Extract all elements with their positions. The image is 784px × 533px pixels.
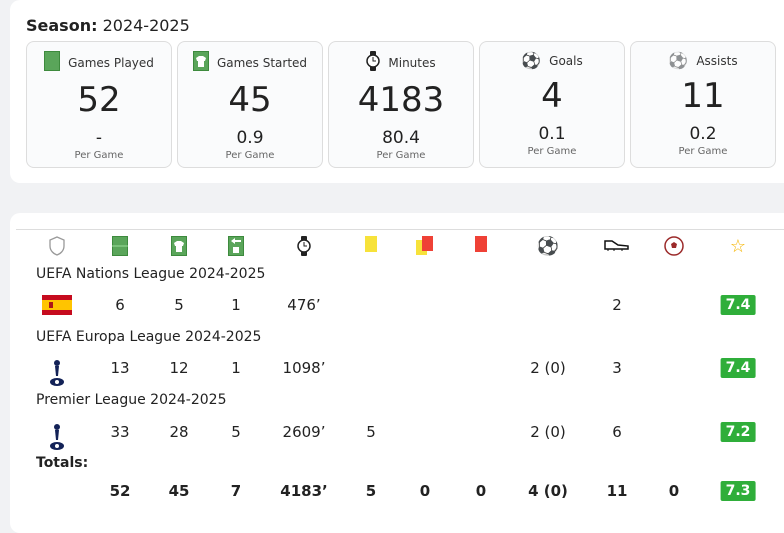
competition-name[interactable]: UEFA Europa League 2024-2025 (36, 329, 262, 345)
rating-badge: 7.4 (720, 358, 756, 378)
stat-cell-assists: 6 (612, 423, 622, 441)
total-red: 0 (475, 482, 487, 500)
stat-value: 52 (77, 80, 121, 120)
total-yellow: 5 (365, 482, 377, 500)
stat-cell-started: 12 (169, 359, 189, 377)
stat-cell-played: 6 (115, 296, 125, 314)
shirt-pitch-icon (192, 51, 209, 74)
stat-per-game: - (95, 128, 103, 148)
stat-cell-goals: 2 (0) (530, 423, 566, 441)
pitch-icon (112, 236, 128, 256)
pitch-icon (44, 51, 61, 74)
substitution-icon (228, 236, 244, 256)
goal-ball-icon: ⚽ (536, 236, 560, 257)
competition-name[interactable]: UEFA Nations League 2024-2025 (36, 266, 266, 282)
per-game-label: Per Game (74, 150, 124, 161)
stat-cell-played: 33 (110, 423, 130, 441)
watch-icon (297, 236, 311, 256)
stat-value: 4 (541, 76, 563, 116)
ball-icon: ⚽ (521, 51, 542, 70)
stat-cell-subbed-in: 1 (231, 359, 241, 377)
competition-stats-panel (10, 213, 784, 533)
competition-name[interactable]: Premier League 2024-2025 (36, 392, 227, 408)
stat-per-game: 0.9 (236, 128, 264, 148)
stat-cell-subbed-in: 5 (231, 423, 241, 441)
stat-cell-minutes: 2609’ (282, 423, 326, 441)
stat-cell-assists: 2 (612, 296, 622, 314)
total-goals: 4 (0) (528, 482, 568, 500)
stat-cell-goals: 2 (0) (530, 359, 566, 377)
stat-cell-minutes: 476’ (287, 296, 321, 314)
watch-icon (366, 51, 381, 74)
stat-title: Assists (696, 53, 738, 68)
stat-cell-started: 28 (169, 423, 189, 441)
shield-icon (49, 236, 65, 256)
spain-flag (42, 295, 72, 319)
stat-title: Games Played (68, 55, 154, 70)
stat-cell-yellow: 5 (366, 423, 376, 441)
stat-title: Goals (549, 53, 583, 68)
stat-value: 11 (681, 76, 725, 116)
stat-card-minutes: Minutes 4183 80.4 Per Game (328, 41, 474, 168)
rating-star-icon: ☆ (729, 236, 747, 257)
stat-cell-started: 5 (174, 296, 184, 314)
stat-per-game: 80.4 (382, 128, 420, 148)
stat-card-goals: ⚽ Goals 4 0.1 Per Game (479, 41, 625, 168)
stat-title: Minutes (388, 55, 436, 70)
boot-icon (604, 240, 629, 251)
total-minutes: 4183’ (280, 482, 328, 500)
red-card-icon (475, 236, 487, 252)
per-game-label: Per Game (527, 146, 577, 157)
per-game-label: Per Game (225, 150, 275, 161)
assist-ball-icon: ⚽ (668, 51, 689, 70)
stat-cell-subbed-in: 1 (231, 296, 241, 314)
rating-badge: 7.2 (720, 422, 756, 442)
stat-value: 45 (228, 80, 272, 120)
per-game-label: Per Game (376, 150, 426, 161)
tottenham-crest (49, 358, 65, 392)
stat-card-assists: ⚽ Assists 11 0.2 Per Game (630, 41, 776, 168)
own-goal-ball-icon (664, 236, 684, 256)
total-played: 52 (109, 482, 131, 500)
stat-per-game: 0.2 (689, 124, 717, 144)
stat-title: Games Started (216, 55, 308, 70)
divider (16, 229, 784, 230)
stat-cell-assists: 3 (612, 359, 622, 377)
total-own-goals: 0 (668, 482, 680, 500)
stat-card-games-played: Games Played 52 - Per Game (26, 41, 172, 168)
second-yellow-card-icon (416, 236, 433, 255)
stat-cell-minutes: 1098’ (282, 359, 326, 377)
totals-label: Totals: (36, 455, 89, 471)
stat-cell-played: 13 (110, 359, 130, 377)
rating-badge: 7.4 (720, 295, 756, 315)
stat-value: 4183 (357, 80, 445, 120)
total-rating-badge: 7.3 (720, 481, 756, 501)
stat-per-game: 0.1 (538, 124, 566, 144)
tottenham-crest (49, 422, 65, 456)
total-started: 45 (168, 482, 190, 500)
per-game-label: Per Game (678, 146, 728, 157)
total-second-yellow: 0 (419, 482, 431, 500)
total-assists: 11 (606, 482, 628, 500)
yellow-card-icon (365, 236, 377, 252)
stat-card-games-started: Games Started 45 0.9 Per Game (177, 41, 323, 168)
total-subbed-in: 7 (230, 482, 242, 500)
shirt-pitch-icon (171, 236, 187, 256)
season-title: Season: 2024-2025 (26, 16, 190, 35)
